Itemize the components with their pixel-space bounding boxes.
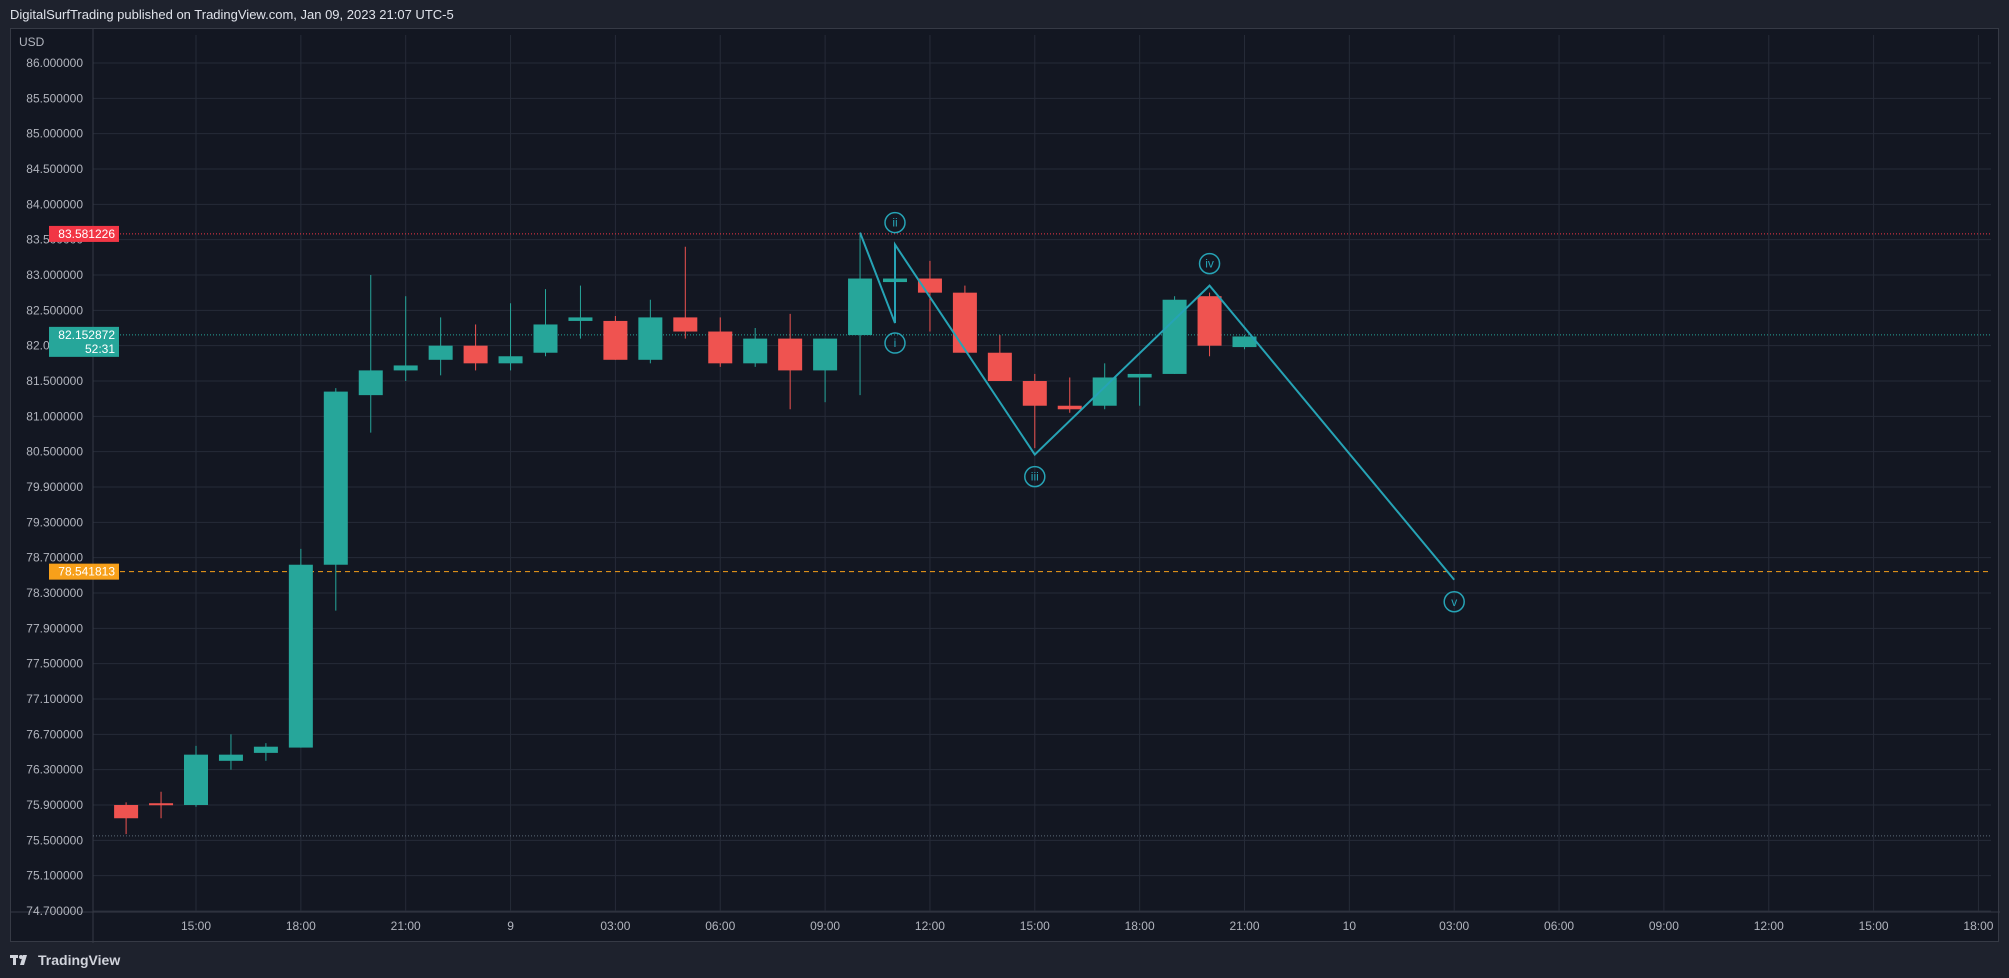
elliott-wave-path [859,232,1455,581]
wave-label-circle [1024,465,1046,488]
candle-down [778,338,803,371]
chart-area[interactable]: USD 86.000000 85.500000 85.000000 84.500000 8… [10,28,2000,943]
y-tick-label: 79.300000 [26,515,83,529]
candle-up [638,317,663,360]
y-tick-label: 77.500000 [26,657,83,671]
y-tick-label: 84.500000 [26,162,83,176]
currency-label: USD [19,35,45,49]
y-tick-label: 77.900000 [26,621,83,635]
candle-down [603,320,628,360]
candle-up [323,391,348,565]
candle-up [428,345,453,360]
footer-branding: TradingView [10,948,120,972]
candle-down [1197,296,1222,346]
x-tick-label: 12:00 [1754,919,1784,933]
wave-label-iii: iii [1031,470,1039,484]
wave-label-i: i [894,336,897,350]
x-tick-label: 06:00 [705,919,735,933]
current-price-badge-bg [49,326,119,357]
candle-up [288,564,313,748]
candle-up [393,365,418,371]
candle-up [218,754,243,761]
y-tick-label: 85.500000 [26,91,83,105]
candle-down [987,352,1012,381]
x-tick-label: 21:00 [1229,919,1259,933]
y-tick-label: 75.900000 [26,798,83,812]
x-tick-label: 15:00 [181,919,211,933]
y-tick-label: 79.900000 [26,480,83,494]
wave-label-iv: iv [1205,257,1214,271]
x-tick-label: 9 [507,919,514,933]
y-tick-label: 81.000000 [26,409,83,423]
y-tick-label: 83.000000 [26,268,83,282]
candle-up [1092,377,1117,406]
candle-down [149,803,174,806]
support-price-badge: 78.541813 [58,565,115,579]
countdown-label: 52:31 [85,342,115,356]
y-tick-label: 80.500000 [26,445,83,459]
candle-up [533,324,558,353]
candle-up [1127,373,1152,378]
y-tick-label: 86.000000 [26,56,83,70]
x-tick-label: 15:00 [1020,919,1050,933]
publish-info: DigitalSurfTrading published on TradingV… [10,7,454,22]
x-tick-label: 06:00 [1544,919,1574,933]
footer-brand-name: TradingView [38,952,121,968]
candle-down [673,317,698,332]
y-tick-label: 81.500000 [26,374,83,388]
y-tick-label: 84.000000 [26,197,83,211]
y-tick-label: 74.700000 [26,904,83,918]
candle-up [568,317,593,321]
candle-down [708,331,733,364]
y-tick-label: 85.000000 [26,127,83,141]
candle-up [743,338,768,364]
y-tick-label: 76.300000 [26,763,83,777]
x-tick-label: 15:00 [1859,919,1889,933]
wave-label-circle [1443,591,1465,613]
y-tick-label: 82.500000 [26,303,83,317]
x-tick-label: 09:00 [1649,919,1679,933]
candle-up [253,746,278,753]
wave-label-ii: ii [892,216,897,230]
wave-label-v: v [1451,595,1457,609]
x-tick-label: 18:00 [1963,919,1993,933]
candle-down [114,805,139,819]
x-tick-label: 03:00 [600,919,630,933]
x-tick-label: 03:00 [1439,919,1469,933]
y-tick-label: 75.500000 [26,833,83,847]
candle-down [463,345,488,364]
current-price-badge: 82.152872 [58,328,115,342]
y-tick-label: 75.100000 [26,869,83,883]
wave-label-circle [884,332,906,354]
candle-up [358,370,383,396]
candle-down [1057,405,1082,410]
price-chart[interactable]: USD 86.000000 85.500000 85.000000 84.500000 8… [11,29,2000,943]
resistance-price-badge-bg [49,225,119,242]
x-tick-label: 12:00 [915,919,945,933]
y-tick-label: 78.700000 [26,551,83,565]
candle-down [952,292,977,353]
candle-up [184,754,208,805]
y-tick-label: 76.700000 [26,727,83,741]
x-tick-label: 10 [1343,919,1357,933]
x-tick-label: 21:00 [391,919,421,933]
x-tick-label: 09:00 [810,919,840,933]
x-tick-label: 18:00 [286,919,316,933]
support-price-badge-bg [49,563,119,580]
y-tick-label: 78.300000 [26,586,83,600]
wave-label-circle [884,211,906,234]
y-tick-label: 77.100000 [26,692,83,706]
wave-label-circle [1198,252,1221,275]
candle-up [848,278,873,336]
resistance-price-badge: 83.581226 [58,227,115,241]
candle-up [813,338,838,371]
x-tick-label: 18:00 [1125,919,1155,933]
candle-up [1232,336,1257,348]
candle-down [1022,381,1047,406]
tradingview-logo-icon [10,955,27,965]
candle-up [498,356,523,364]
